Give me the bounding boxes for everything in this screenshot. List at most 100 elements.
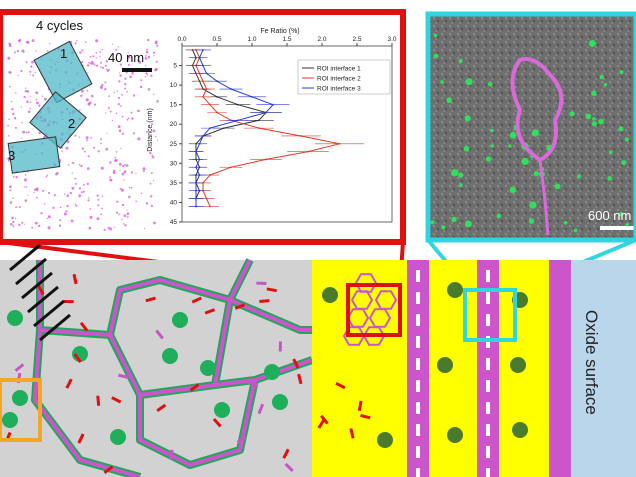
precipitate-dot xyxy=(200,360,216,376)
atom-dot xyxy=(115,48,118,51)
dark-green-dot xyxy=(510,357,526,373)
green-speck xyxy=(451,169,459,177)
particle-dash xyxy=(292,358,300,369)
roi-number-3: 3 xyxy=(8,148,15,163)
atom-dot xyxy=(126,215,129,218)
dark-green-dot xyxy=(377,432,393,448)
atom-dot xyxy=(27,194,29,196)
grain-boundaries xyxy=(31,258,314,477)
band-dash xyxy=(486,424,490,436)
band-dash xyxy=(486,402,490,414)
atom-dot xyxy=(104,88,107,91)
green-speck xyxy=(441,225,446,230)
data-point xyxy=(265,158,267,161)
atom-dot xyxy=(115,112,118,115)
data-point xyxy=(195,197,197,200)
green-speck xyxy=(554,183,561,190)
data-point xyxy=(202,64,204,67)
atom-dot xyxy=(21,122,23,124)
roi-cylinder-3 xyxy=(7,136,61,174)
data-point xyxy=(202,135,204,137)
band-dash xyxy=(416,336,420,348)
oxide-region xyxy=(571,260,636,477)
micrograph-scale-label: 600 nm xyxy=(588,208,631,223)
atom-dot xyxy=(52,206,55,209)
x-tick-label: 1.5 xyxy=(282,36,291,43)
atom-dot xyxy=(89,56,92,58)
atom-dot xyxy=(100,213,102,216)
green-speck xyxy=(619,70,624,75)
atom-dot xyxy=(84,41,87,43)
atom-dot xyxy=(36,101,39,105)
atom-dot xyxy=(19,38,22,42)
apt-scale-bar xyxy=(122,68,152,72)
orange-highlight-box xyxy=(0,378,42,442)
green-speck xyxy=(430,220,435,225)
atom-dot xyxy=(65,210,68,213)
green-speck xyxy=(465,78,473,86)
atom-dot xyxy=(124,224,127,227)
data-point xyxy=(202,80,204,83)
atom-dot xyxy=(104,64,107,67)
atom-dot xyxy=(121,203,125,207)
atom-dot xyxy=(144,57,148,60)
atom-dot xyxy=(99,51,102,53)
data-point xyxy=(258,119,260,122)
atom-dot xyxy=(11,108,14,111)
atom-dot xyxy=(58,224,62,227)
atom-dot xyxy=(124,83,127,86)
atom-dot xyxy=(111,119,114,122)
green-speck xyxy=(459,183,463,188)
atom-dot xyxy=(121,188,124,192)
hexagon-cell xyxy=(374,290,398,310)
particle-dash xyxy=(357,400,363,412)
atom-dot xyxy=(59,206,62,209)
y-tick-label: 10 xyxy=(170,82,178,89)
y-tick-label: 40 xyxy=(170,199,178,206)
atom-dot xyxy=(81,147,84,150)
atom-dot xyxy=(142,170,145,173)
grain-region xyxy=(0,260,312,477)
green-speck xyxy=(599,75,604,80)
green-speck xyxy=(603,83,608,87)
particle-dash xyxy=(63,299,74,304)
data-point xyxy=(209,205,211,208)
atom-dot xyxy=(87,102,91,106)
green-speck xyxy=(465,220,472,228)
cyan-roi-box xyxy=(463,288,517,342)
band-dash xyxy=(486,270,490,282)
cyan-frame xyxy=(425,11,636,243)
particle-dash xyxy=(189,383,200,392)
atom-dot xyxy=(155,40,158,43)
atom-dot xyxy=(89,208,92,210)
data-point xyxy=(202,95,204,98)
band-dash xyxy=(416,446,420,458)
precipitate-dot xyxy=(272,394,288,410)
atom-dot xyxy=(16,50,19,53)
atom-dot xyxy=(18,223,21,226)
atom-dot xyxy=(12,197,14,200)
atom-dot xyxy=(88,61,90,64)
atom-dot xyxy=(20,106,23,108)
atom-dot xyxy=(43,97,47,101)
atom-dot xyxy=(128,187,131,189)
precipitate-dot xyxy=(12,390,28,406)
atom-dot xyxy=(23,95,26,99)
atom-dot xyxy=(119,72,121,74)
atom-dot xyxy=(123,170,127,173)
atom-dot xyxy=(79,51,82,54)
atom-dot xyxy=(83,184,85,186)
green-speck xyxy=(591,90,597,97)
atom-dot xyxy=(18,206,21,208)
data-point xyxy=(216,111,218,114)
atom-dot xyxy=(105,112,107,114)
data-point xyxy=(216,95,218,98)
band-dash xyxy=(416,468,420,477)
atom-dot xyxy=(127,117,130,120)
atom-dot xyxy=(31,39,35,43)
atom-dot xyxy=(11,216,14,220)
atom-dot xyxy=(38,131,41,135)
atom-dot xyxy=(95,52,98,54)
atom-dot xyxy=(32,74,35,77)
atom-dot xyxy=(25,40,29,44)
